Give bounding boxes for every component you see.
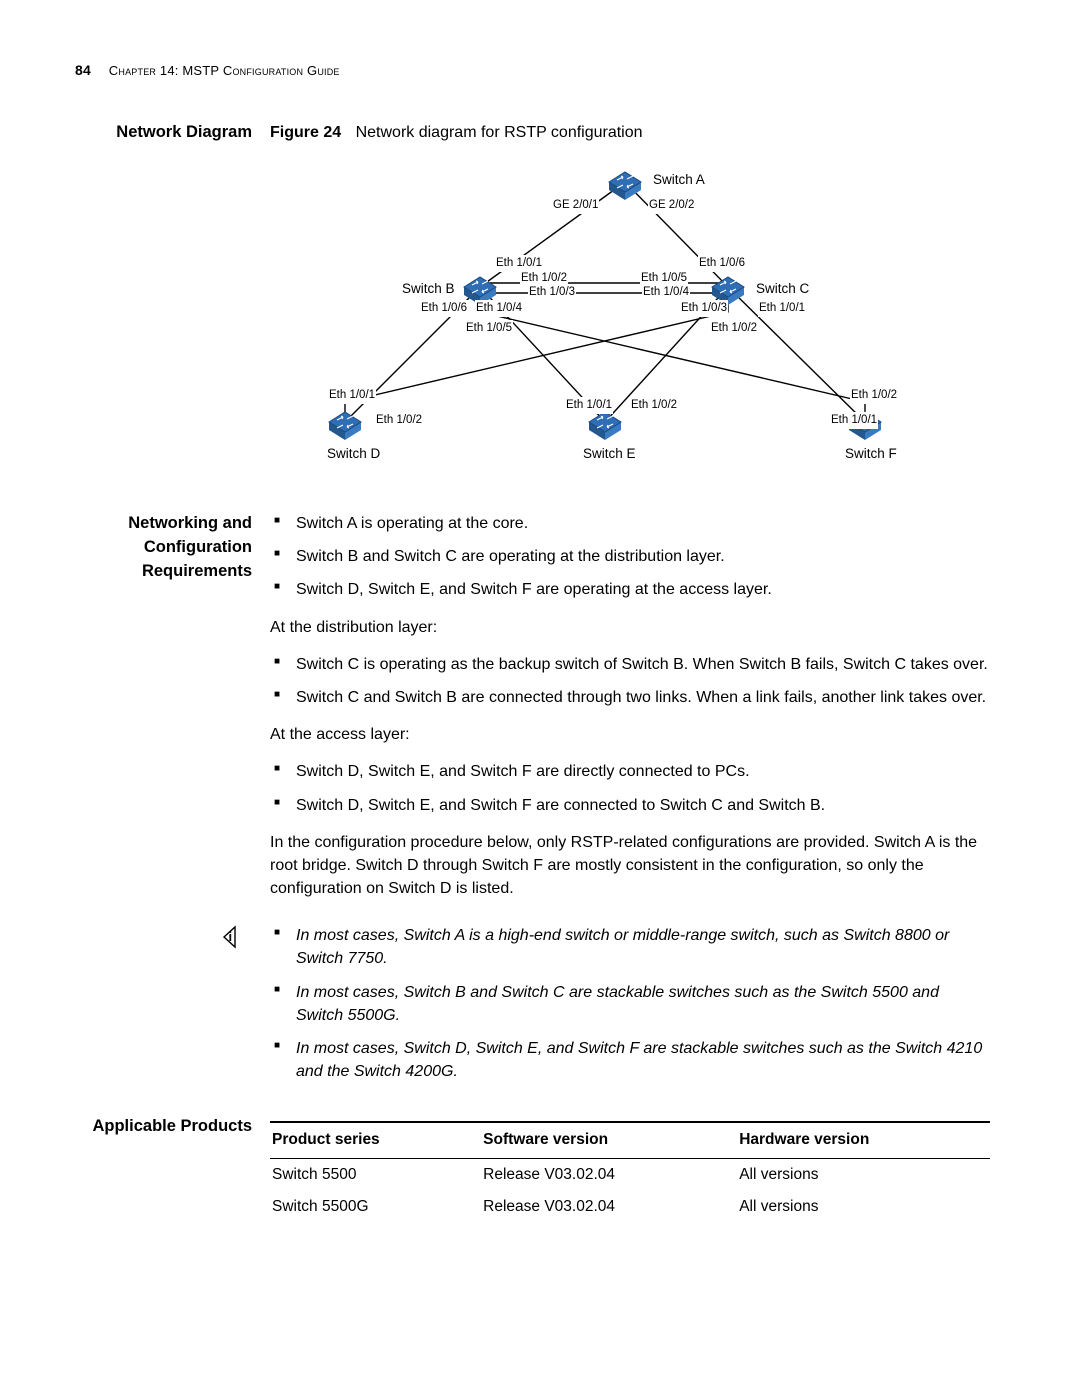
port-label: GE 2/0/2 — [648, 197, 695, 214]
table-cell: Release V03.02.04 — [481, 1191, 737, 1223]
requirements-list-1: Switch A is operating at the core. Switch… — [270, 512, 990, 602]
requirements-list-access: Switch D, Switch E, and Switch F are dir… — [270, 760, 990, 816]
network-diagram: Switch A Switch B Switch C Switch D Switch E… — [310, 162, 950, 482]
port-label: Eth 1/0/1 — [565, 397, 613, 414]
switch-label: Switch A — [653, 170, 705, 190]
table-header: Hardware version — [737, 1122, 990, 1158]
table-cell: All versions — [737, 1158, 990, 1191]
list-item: Switch D, Switch E, and Switch F are ope… — [270, 578, 990, 601]
switch-label: Switch B — [402, 279, 455, 299]
figure-caption-text: Network diagram for RSTP configuration — [356, 124, 643, 141]
port-label: Eth 1/0/2 — [375, 412, 423, 429]
port-label: Eth 1/0/1 — [328, 387, 376, 404]
page-header: 84 Chapter 14: MSTP Configuration Guide — [75, 60, 990, 81]
port-label: Eth 1/0/5 — [465, 320, 513, 337]
port-label: Eth 1/0/6 — [698, 255, 746, 272]
para-distribution: At the distribution layer: — [270, 616, 990, 639]
list-item: In most cases, Switch B and Switch C are… — [270, 981, 990, 1027]
figure-label: Figure 24 — [270, 124, 341, 141]
switch-label: Switch C — [756, 279, 809, 299]
requirements-list-dist: Switch C is operating as the backup swit… — [270, 653, 990, 709]
list-item: Switch C is operating as the backup swit… — [270, 653, 990, 676]
port-label: Eth 1/0/1 — [830, 412, 878, 429]
table-header: Product series — [270, 1122, 481, 1158]
list-item: Switch B and Switch C are operating at t… — [270, 545, 990, 568]
section-label-diagram: Network Diagram — [75, 121, 270, 154]
port-label: Eth 1/0/2 — [850, 387, 898, 404]
section-label-products: Applicable Products — [75, 1115, 270, 1223]
port-label: Eth 1/0/6 — [420, 300, 468, 317]
port-label: Eth 1/0/3 — [528, 284, 576, 301]
list-item: Switch D, Switch E, and Switch F are dir… — [270, 760, 990, 783]
para-access: At the access layer: — [270, 723, 990, 746]
port-label: Eth 1/0/3 — [680, 300, 728, 317]
port-label: Eth 1/0/1 — [758, 300, 806, 317]
svg-text:i: i — [229, 929, 233, 944]
page-number: 84 — [75, 62, 91, 78]
port-label: Eth 1/0/4 — [475, 300, 523, 317]
table-row: Switch 5500Release V03.02.04All versions — [270, 1158, 990, 1191]
table-cell: Switch 5500 — [270, 1158, 481, 1191]
port-label: Eth 1/0/2 — [630, 397, 678, 414]
table-header: Software version — [481, 1122, 737, 1158]
table-cell: All versions — [737, 1191, 990, 1223]
figure-caption: Figure 24 Network diagram for RSTP confi… — [270, 121, 990, 144]
port-label: Eth 1/0/2 — [710, 320, 758, 337]
list-item: Switch A is operating at the core. — [270, 512, 990, 535]
table-row: Switch 5500GRelease V03.02.04All version… — [270, 1191, 990, 1223]
section-label-requirements: Networking and Configuration Requirement… — [75, 512, 270, 914]
port-label: Eth 1/0/4 — [642, 284, 690, 301]
list-item: In most cases, Switch A is a high-end sw… — [270, 924, 990, 970]
table-cell: Switch 5500G — [270, 1191, 481, 1223]
list-item: Switch D, Switch E, and Switch F are con… — [270, 794, 990, 817]
note-list: In most cases, Switch A is a high-end sw… — [270, 924, 990, 1083]
list-item: In most cases, Switch D, Switch E, and S… — [270, 1037, 990, 1083]
chapter-label: Chapter 14: MSTP Configuration Guide — [109, 63, 340, 78]
switch-label: Switch E — [583, 444, 636, 464]
list-item: Switch C and Switch B are connected thro… — [270, 686, 990, 709]
para-config: In the configuration procedure below, on… — [270, 831, 990, 901]
table-cell: Release V03.02.04 — [481, 1158, 737, 1191]
products-table: Product seriesSoftware versionHardware v… — [270, 1121, 990, 1223]
switch-label: Switch F — [845, 444, 897, 464]
note-icon: i — [222, 924, 252, 957]
switch-label: Switch D — [327, 444, 380, 464]
port-label: GE 2/0/1 — [552, 197, 599, 214]
